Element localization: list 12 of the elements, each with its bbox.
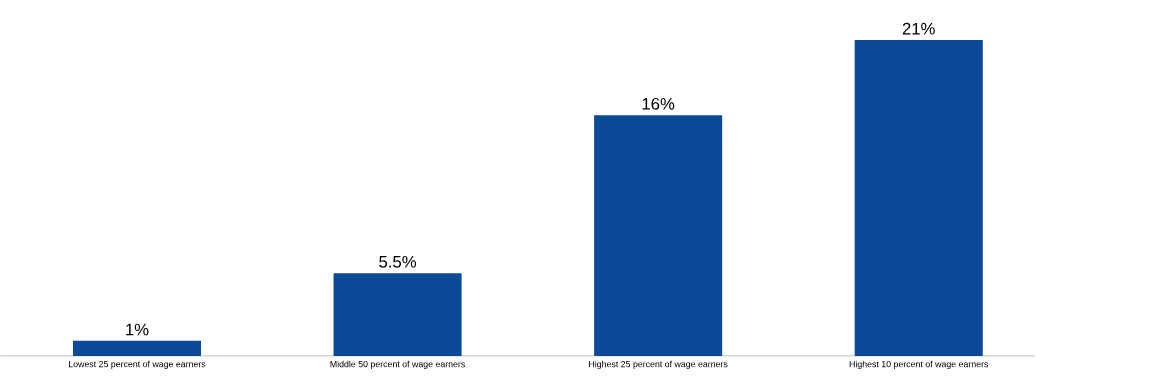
bar [333, 273, 462, 356]
bar [594, 115, 723, 356]
data-label: 21% [902, 22, 935, 35]
x-tick-label: Highest 25 percent of wage earners [589, 360, 728, 369]
bar [72, 340, 202, 356]
x-tick-label: Middle 50 percent of wage earners [330, 360, 465, 369]
bar [854, 39, 983, 356]
data-label: 1% [126, 323, 149, 336]
x-tick-label: Lowest 25 percent of wage earners [68, 360, 206, 369]
x-tick-label: Highest 10 percent of wage earners [849, 360, 989, 369]
data-label: 16% [642, 97, 675, 110]
data-label: 5.5% [379, 255, 417, 268]
